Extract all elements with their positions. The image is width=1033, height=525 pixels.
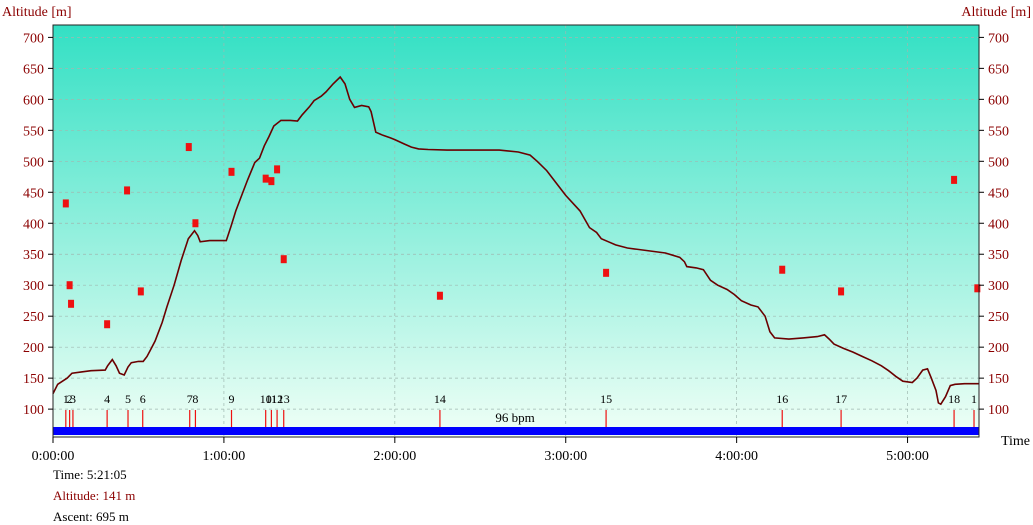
x-tick-label: 0:00:00 [32, 449, 75, 464]
lap-point [974, 284, 981, 293]
lap-marker-label: 13 [278, 392, 290, 406]
lap-lines [65, 410, 975, 427]
lap-marker-label: 14 [434, 392, 446, 406]
y-tick-label-left: 500 [23, 155, 44, 170]
y-tick-label-right: 250 [988, 310, 1009, 325]
lap-marker-label: 18 [948, 392, 960, 406]
y-tick-label-right: 100 [988, 403, 1009, 418]
lap-marker-label: 12 [271, 392, 283, 406]
x-axis-label: Time [1001, 434, 1030, 449]
lap-point [274, 165, 281, 174]
y-tick-label-left: 250 [23, 310, 44, 325]
lap-point [262, 174, 269, 183]
lap-marker-label: 7 [187, 392, 193, 406]
x-tick-label: 3:00:00 [544, 449, 587, 464]
lap-marker-label: 1 [971, 392, 977, 406]
y-tick-label-right: 600 [988, 93, 1009, 108]
lap-marker-label: 1 [63, 392, 69, 406]
y-tick-label-right: 700 [988, 31, 1009, 46]
info-time: Time: 5:21:05 [53, 467, 127, 482]
lap-point [838, 287, 845, 296]
heart-rate-label: 96 bpm [495, 410, 534, 425]
y-tick-label-left: 450 [23, 186, 44, 201]
heart-rate-bar [53, 427, 979, 435]
x-tick-label: 2:00:00 [373, 449, 416, 464]
lap-marker-label: 10 [260, 392, 272, 406]
lap-marker-label: 3 [70, 392, 76, 406]
altitude-line [52, 75, 979, 406]
lap-point [68, 299, 75, 308]
lap-marker-label: 17 [835, 392, 847, 406]
y-tick-label-right: 450 [988, 186, 1009, 201]
lap-marker-label: 4 [104, 392, 110, 406]
x-axis: 0:00:00 1:00:00 2:00:00 3:00:00 4:00:00 5:00:… [32, 437, 929, 464]
lap-point [185, 143, 192, 152]
info-ascent: Ascent: 695 m [53, 509, 129, 524]
y-axis-label-right: Altitude [m] [961, 5, 1031, 20]
lap-point [192, 219, 199, 228]
lap-marker-label: 8 [192, 392, 198, 406]
lap-marker-label: 5 [125, 392, 131, 406]
x-tick-label: 4:00:00 [715, 449, 758, 464]
lap-marker-label: 11 [266, 392, 278, 406]
y-axis-right: 100 150 200 250 300 350 400 450 500 550 600 650 700 [979, 31, 1009, 418]
y-axis-left: 100 150 200 250 300 350 400 450 500 550 600 650 700 [23, 31, 53, 418]
plot-background [53, 25, 979, 437]
y-tick-label-left: 550 [23, 124, 44, 139]
y-axis-label-left: Altitude [m] [2, 5, 72, 20]
y-tick-label-left: 700 [23, 31, 44, 46]
y-tick-label-left: 300 [23, 279, 44, 294]
y-tick-label-left: 150 [23, 372, 44, 387]
lap-dots [62, 143, 981, 329]
lap-marker-label: 16 [776, 392, 788, 406]
y-tick-label-right: 200 [988, 341, 1009, 356]
lap-point [280, 255, 287, 264]
lap-point [779, 265, 786, 274]
y-tick-label-left: 100 [23, 403, 44, 418]
lap-point [268, 177, 275, 186]
lap-point [228, 167, 235, 176]
lap-point [137, 287, 144, 296]
lap-point [436, 291, 443, 300]
lap-marker-label: 2 [67, 392, 73, 406]
lap-marker-label: 15 [600, 392, 612, 406]
y-tick-label-left: 600 [23, 93, 44, 108]
plot-frame [52, 24, 980, 438]
lap-point [124, 186, 131, 195]
lap-point [951, 175, 958, 184]
x-tick-label: 1:00:00 [203, 449, 246, 464]
y-tick-label-right: 400 [988, 217, 1009, 232]
y-tick-label-right: 500 [988, 155, 1009, 170]
y-tick-label-right: 550 [988, 124, 1009, 139]
y-tick-label-left: 650 [23, 62, 44, 77]
lap-point [603, 268, 610, 277]
x-tick-label: 5:00:00 [886, 449, 929, 464]
y-tick-label-left: 350 [23, 248, 44, 263]
y-tick-label-right: 650 [988, 62, 1009, 77]
y-tick-label-right: 150 [988, 372, 1009, 387]
lap-point [62, 199, 69, 208]
lap-point [104, 320, 111, 329]
y-tick-label-right: 350 [988, 248, 1009, 263]
lap-marker-label: 9 [229, 392, 235, 406]
info-altitude: Altitude: 141 m [53, 488, 136, 503]
lap-point [66, 281, 73, 290]
y-tick-label-left: 200 [23, 341, 44, 356]
y-tick-label-right: 300 [988, 279, 1009, 294]
lap-marker-label: 6 [140, 392, 146, 406]
y-tick-label-left: 400 [23, 217, 44, 232]
